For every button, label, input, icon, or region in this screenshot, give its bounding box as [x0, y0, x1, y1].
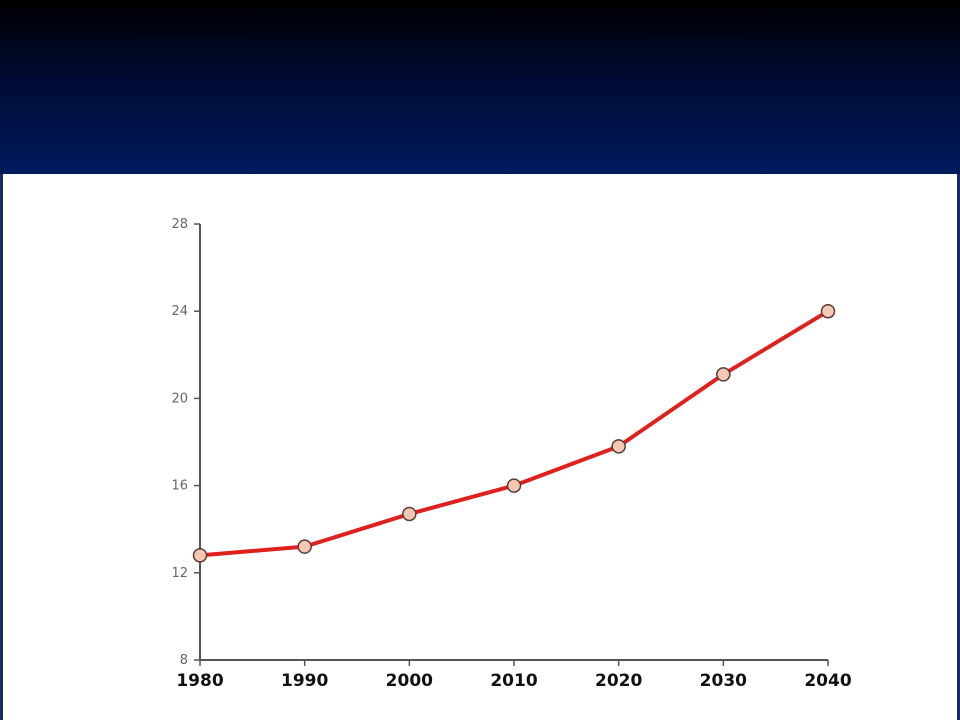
- data-point: [192, 548, 208, 563]
- x-axis-ticks: 1980 1990 2000 2010 2020 2030 2040: [176, 660, 852, 691]
- data-series: [192, 303, 836, 563]
- data-point: [820, 303, 836, 319]
- y-tick-label: 24: [171, 304, 188, 319]
- y-tick-label: 8: [180, 653, 188, 668]
- x-tick-label: 1990: [281, 671, 328, 691]
- y-tick-label: 16: [171, 479, 188, 494]
- data-point: [297, 539, 312, 554]
- line-chart: 8 12 16 20 24 28 1980 1990 2000 2010 2020 2030 2040: [171, 217, 852, 691]
- data-point: [402, 506, 417, 522]
- x-tick-label: 2030: [700, 671, 747, 691]
- x-tick-label: 2040: [804, 671, 851, 691]
- title-banner: [0, 0, 960, 174]
- y-tick-label: 12: [171, 566, 188, 581]
- series-line: [198, 309, 830, 558]
- x-tick-label: 2020: [595, 671, 642, 691]
- y-axis-ticks: 8 12 16 20 24 28: [171, 217, 200, 668]
- y-tick-label: 28: [171, 217, 188, 232]
- data-point: [611, 439, 626, 454]
- content-area: 8 12 16 20 24 28 1980 1990 2000 2010 2020 2030 2040: [0, 174, 960, 720]
- x-tick-label: 2000: [386, 671, 433, 691]
- data-point: [716, 367, 731, 382]
- x-tick-label: 1980: [176, 671, 223, 691]
- data-point: [506, 478, 522, 493]
- y-tick-label: 20: [171, 391, 188, 406]
- x-tick-label: 2010: [490, 671, 537, 691]
